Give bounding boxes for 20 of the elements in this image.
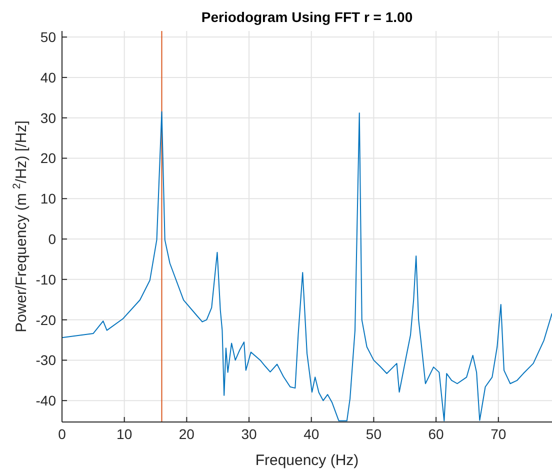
y-tick-label: -10 (36, 271, 56, 288)
y-tick-label: -20 (36, 312, 56, 328)
y-tick-label: -40 (36, 392, 56, 409)
x-tick-label: 10 (116, 426, 132, 442)
y-tick-label: 20 (40, 150, 56, 166)
x-tick-label: 60 (428, 426, 444, 442)
x-axis-title: Frequency (Hz) (255, 452, 359, 469)
x-tick-label: 70 (490, 426, 506, 442)
chart-title: Periodogram Using FFT r = 1.00 (201, 9, 413, 25)
y-tick-label: 40 (40, 69, 56, 86)
x-tick-label: 30 (241, 426, 258, 442)
y-tick-label: 30 (40, 110, 56, 126)
x-tick-label: 20 (178, 426, 195, 442)
y-tick-label: 10 (40, 190, 56, 207)
x-tick-label: 50 (366, 426, 382, 442)
y-tick-label: 50 (40, 29, 56, 46)
y-tick-label: -30 (36, 352, 56, 368)
x-tick-label: 40 (304, 426, 320, 442)
x-tick-label: 0 (58, 426, 66, 442)
y-tick-label: 0 (48, 231, 56, 248)
